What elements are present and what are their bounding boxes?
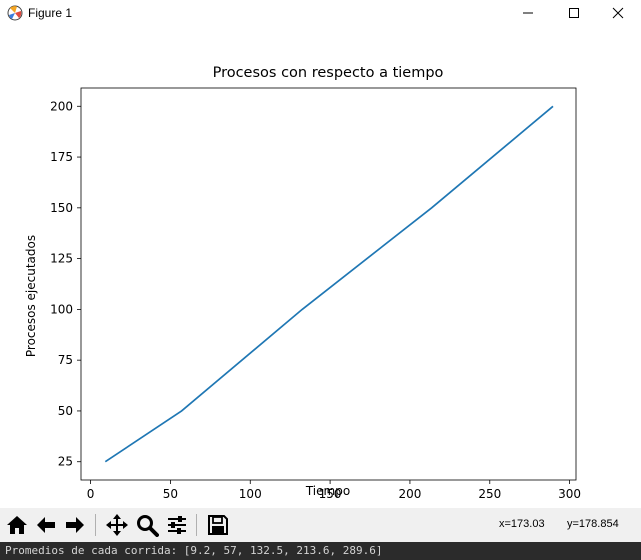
- y-tick-label: 25: [58, 455, 73, 469]
- chart-title: Procesos con respecto a tiempo: [213, 65, 444, 81]
- save-button[interactable]: [205, 512, 231, 538]
- forward-button[interactable]: [62, 512, 88, 538]
- y-tick-label: 175: [50, 150, 73, 164]
- window-titlebar: Figure 1: [0, 0, 641, 26]
- y-axis-label: Procesos ejecutados: [24, 235, 38, 357]
- maximize-button[interactable]: [551, 0, 597, 26]
- pan-button[interactable]: [104, 512, 130, 538]
- back-button[interactable]: [33, 512, 59, 538]
- zoom-button[interactable]: [134, 512, 160, 538]
- x-tick-label: 300: [558, 487, 581, 501]
- y-axis: 25 50 75 100 125 150 175 200: [50, 99, 81, 469]
- close-icon: [612, 7, 624, 19]
- minimize-icon: [523, 12, 533, 14]
- x-tick-label: 0: [87, 487, 95, 501]
- x-axis-label: Tiempo: [305, 484, 350, 498]
- matplotlib-icon: [7, 5, 23, 21]
- toolbar-separator: [196, 514, 197, 536]
- y-tick-label: 100: [50, 302, 73, 316]
- forward-icon: [66, 517, 84, 533]
- save-icon: [208, 515, 228, 535]
- x-tick-label: 100: [239, 487, 262, 501]
- pan-icon: [106, 514, 128, 536]
- x-tick-label: 150: [319, 487, 342, 501]
- y-tick-label: 125: [50, 252, 73, 266]
- y-tick-label: 75: [58, 353, 73, 367]
- cursor-y-readout: y=178.854: [567, 518, 619, 530]
- home-icon: [7, 516, 27, 534]
- configure-subplots-icon: [168, 516, 186, 534]
- close-button[interactable]: [595, 0, 641, 26]
- line-chart: Procesos con respecto a tiempo 0 50 100 150…: [24, 65, 581, 501]
- y-tick-label: 50: [58, 404, 73, 418]
- series-line: [104, 105, 554, 463]
- maximize-icon: [569, 8, 579, 18]
- plot-area-frame: [80, 87, 577, 481]
- navigation-toolbar: [0, 508, 641, 542]
- console-output: Promedios de cada corrida: [9.2, 57, 132…: [0, 542, 641, 560]
- toolbar-separator: [95, 514, 96, 536]
- zoom-icon: [137, 515, 159, 537]
- x-tick-label: 200: [398, 487, 421, 501]
- window-title: Figure 1: [28, 6, 73, 20]
- console-text: Promedios de cada corrida: [9.2, 57, 132…: [5, 544, 383, 557]
- figure-canvas[interactable]: Procesos con respecto a tiempo 0 50 100 150…: [0, 26, 641, 508]
- back-icon: [37, 517, 55, 533]
- cursor-x-readout: x=173.03: [499, 518, 545, 530]
- x-tick-label: 50: [163, 487, 178, 501]
- x-axis: 0 50 100 150 200 250 300: [87, 480, 581, 501]
- y-tick-label: 150: [50, 201, 73, 215]
- configure-subplots-button[interactable]: [164, 512, 190, 538]
- y-tick-label: 200: [50, 99, 73, 113]
- minimize-button[interactable]: [505, 0, 551, 26]
- x-tick-label: 250: [478, 487, 501, 501]
- home-button[interactable]: [4, 512, 30, 538]
